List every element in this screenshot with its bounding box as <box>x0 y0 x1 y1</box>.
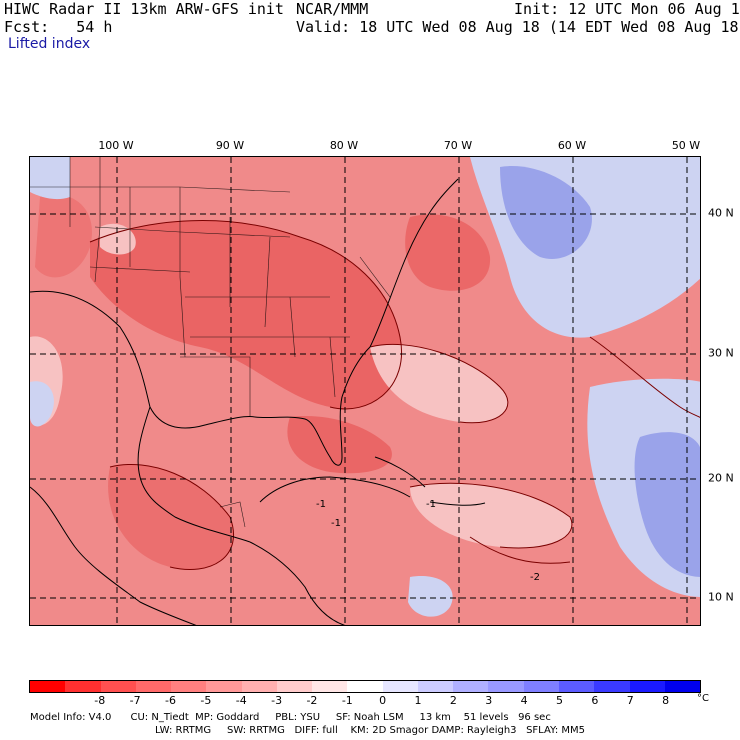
lon-label: 50 W <box>671 139 701 152</box>
lat-label: 40 N <box>708 206 734 220</box>
contour-lines <box>89 220 700 571</box>
colorbar-swatch <box>276 681 313 692</box>
contour-label: -2 <box>530 572 540 583</box>
colorbar-swatch <box>523 681 559 692</box>
colorbar-tick-label: 4 <box>520 694 528 707</box>
lat-label: 30 N <box>708 346 734 360</box>
colorbar-swatch <box>135 681 172 692</box>
weak-negative-region <box>410 483 572 548</box>
contour-label: -1 <box>426 499 436 510</box>
colorbar-tick-label: -5 <box>200 694 212 707</box>
contour-label: -1 <box>331 518 341 529</box>
lon-label: 100 W <box>98 139 134 152</box>
colorbar-swatch <box>488 681 524 692</box>
political-borders <box>30 157 391 528</box>
init-time: Init: 12 UTC Mon 06 Aug 18 <box>514 0 740 18</box>
graticule <box>30 157 700 625</box>
colorbar-swatch <box>629 681 665 692</box>
model-title: HIWC Radar II 13km ARW-GFS init <box>4 0 284 18</box>
colorbar-tick-label: 6 <box>591 694 599 707</box>
colorbar-swatch <box>100 681 136 692</box>
positive-region <box>408 576 453 617</box>
colorbar-swatch <box>171 681 207 692</box>
positive-region <box>634 432 700 577</box>
strong-negative-region <box>405 214 491 291</box>
field-name: Lifted index <box>8 36 91 52</box>
colorbar-tick-label: 5 <box>556 694 564 707</box>
colorbar-swatch <box>206 681 242 692</box>
colorbar-tick-label: -7 <box>129 694 141 707</box>
strong-negative-region <box>108 464 234 570</box>
colorbar-tick-label: 3 <box>485 694 493 707</box>
weak-negative-region <box>370 344 508 423</box>
weak-negative-region <box>100 223 136 255</box>
positive-region <box>30 381 54 427</box>
colorbar-tick-label: 2 <box>449 694 457 707</box>
colorbar-swatch <box>664 681 701 692</box>
strong-negative-region <box>287 416 392 474</box>
colorbar-tick-label: 0 <box>379 694 387 707</box>
colorbar-swatch <box>594 681 630 692</box>
colorbar-tick-label: -8 <box>94 694 106 707</box>
colorbar-swatch <box>65 681 101 692</box>
lon-label: 90 W <box>215 139 245 152</box>
colorbar-swatch <box>558 681 595 692</box>
positive-region <box>30 157 70 200</box>
colorbar-swatch <box>30 681 66 692</box>
colorbar-tick-label: -1 <box>341 694 353 707</box>
valid-time: Valid: 18 UTC Wed 08 Aug 18 (14 EDT Wed … <box>296 18 740 36</box>
colorbar-tick-label: -2 <box>306 694 318 707</box>
colorbar-tick-label: 8 <box>662 694 670 707</box>
colorbar-swatch <box>312 681 348 692</box>
lat-label: 20 N <box>708 471 734 485</box>
map-canvas: -1 -1 -1 -2 <box>30 157 700 625</box>
lon-label: 80 W <box>329 139 359 152</box>
lat-label: 10 N <box>708 590 734 604</box>
colorbar-swatch <box>347 681 383 692</box>
colorbar-unit: °C <box>697 693 709 704</box>
organization-label: NCAR/MMM <box>296 0 369 18</box>
colorbar <box>29 680 701 693</box>
model-info-line1: Model Info: V4.0 CU: N_Tiedt MP: Goddard… <box>30 712 551 723</box>
coastlines <box>30 178 486 625</box>
contour-label: -1 <box>316 499 326 510</box>
colorbar-swatch <box>417 681 454 692</box>
colorbar-tick-label: 1 <box>414 694 422 707</box>
colorbar-tick-label: -4 <box>235 694 247 707</box>
colorbar-swatch <box>382 681 418 692</box>
colorbar-swatch <box>241 681 277 692</box>
forecast-hour: Fcst: 54 h <box>4 18 113 36</box>
lifted-index-map: -1 -1 -1 -2 <box>29 156 701 626</box>
strong-negative-region <box>90 220 402 409</box>
strong-negative-region <box>35 194 92 278</box>
colorbar-tick-label: -3 <box>271 694 283 707</box>
colorbar-tick-label: 7 <box>626 694 634 707</box>
model-info-line2: LW: RRTMG SW: RRTMG DIFF: full KM: 2D Sm… <box>155 725 585 736</box>
lon-label: 70 W <box>443 139 473 152</box>
colorbar-tick-label: -6 <box>164 694 176 707</box>
lon-label: 60 W <box>557 139 587 152</box>
positive-region <box>500 166 592 259</box>
colorbar-swatch <box>453 681 489 692</box>
